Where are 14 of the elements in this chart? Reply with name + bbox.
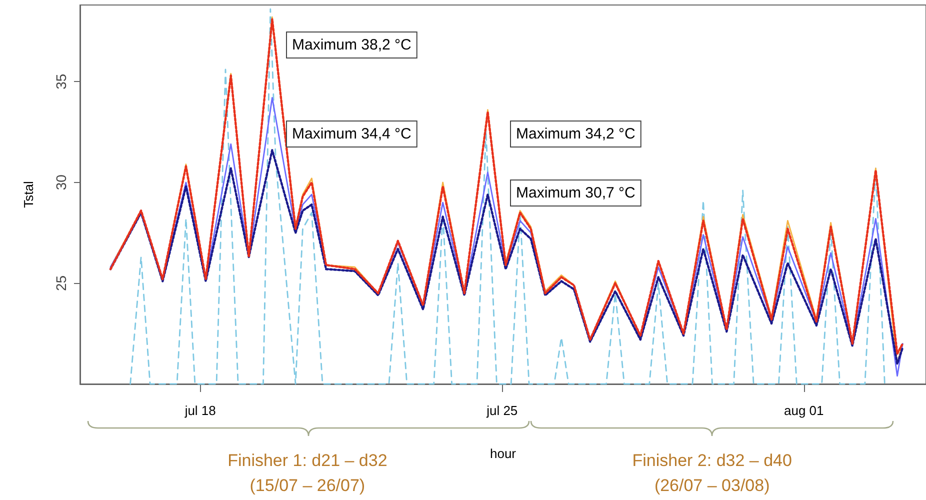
text: Finisher 1: d21 – d32 (15/07 – 26/07) [228, 451, 388, 495]
y-axis-title: Tstal [21, 181, 36, 208]
y-tick-label: 30 [53, 174, 69, 190]
x-tick-label: aug 01 [784, 403, 824, 418]
y-tick-label: 25 [53, 275, 69, 291]
y-tick-label: 35 [53, 74, 69, 90]
annotation: Maximum 38,2 °C [292, 36, 412, 54]
x-tick-label: jul 18 [184, 403, 216, 418]
annotation: Maximum 34,2 °C [516, 126, 636, 142]
annotation: Maximum 34,4 °C [292, 126, 412, 142]
x-tick-label: jul 25 [486, 403, 518, 418]
text: Finisher 2: d32 – d40 (26/07 – 03/08) [632, 451, 792, 495]
annotation: Maximum 30,7 °C [516, 184, 636, 202]
x-axis-title: hour [490, 446, 517, 461]
